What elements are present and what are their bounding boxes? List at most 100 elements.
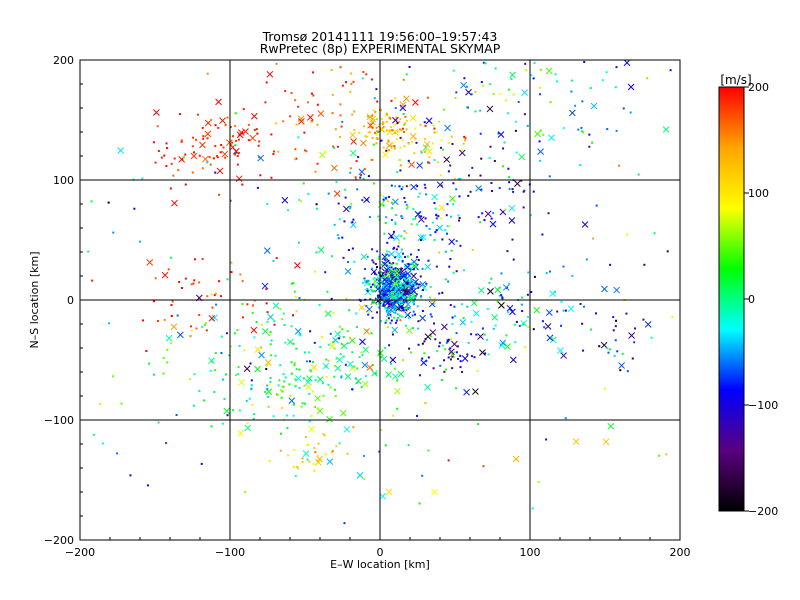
dot-point: [205, 329, 208, 332]
dot-point: [512, 93, 515, 96]
cross-point: [514, 180, 521, 188]
dot-point: [466, 305, 469, 308]
dot-point: [467, 194, 470, 197]
dot-point: [464, 139, 467, 142]
dot-point: [470, 93, 473, 96]
dot-point: [391, 276, 394, 279]
dot-point: [275, 62, 278, 65]
dot-point: [369, 298, 372, 301]
dot-point: [421, 357, 424, 360]
dot-point: [532, 328, 535, 331]
dot-point: [404, 265, 407, 268]
dot-point: [435, 229, 438, 232]
dot-point: [239, 273, 242, 276]
dot-point: [421, 342, 424, 345]
cross-point: [429, 297, 437, 305]
dot-point: [411, 140, 414, 143]
dot-point: [308, 420, 311, 423]
dot-point: [397, 281, 400, 284]
dot-point: [363, 167, 366, 170]
dot-point: [418, 283, 421, 286]
dot-point: [313, 469, 316, 472]
dot-point: [372, 290, 375, 293]
cross-point: [390, 301, 398, 308]
dot-point: [355, 312, 358, 315]
dot-point: [425, 282, 428, 285]
dot-point: [317, 442, 320, 445]
dot-point: [180, 139, 183, 142]
dot-point: [293, 290, 296, 293]
dot-point: [154, 277, 157, 280]
dot-point: [423, 352, 426, 355]
dot-point: [401, 138, 404, 141]
dot-point: [498, 294, 501, 297]
dot-point: [615, 66, 618, 69]
dot-point: [448, 225, 451, 228]
dot-point: [266, 384, 269, 387]
dot-point: [591, 237, 594, 240]
dot-point: [180, 140, 183, 143]
dot-point: [238, 151, 241, 154]
dot-point: [338, 136, 341, 139]
cross-point: [470, 299, 478, 307]
dot-point: [206, 72, 209, 75]
dot-point: [471, 248, 474, 251]
dot-point: [333, 388, 336, 391]
dot-point: [371, 158, 374, 161]
dot-point: [471, 166, 474, 169]
dot-point: [234, 125, 237, 128]
dot-point: [402, 127, 405, 130]
cross-point: [544, 323, 552, 330]
dot-point: [616, 350, 619, 353]
dot-point: [381, 296, 384, 299]
cross-point: [385, 371, 392, 378]
cross-point: [235, 175, 243, 183]
dot-point: [612, 316, 615, 319]
dot-point: [253, 336, 256, 339]
dot-point: [452, 271, 455, 274]
dot-point: [385, 112, 388, 115]
dot-point: [260, 323, 263, 326]
dot-point: [399, 292, 402, 295]
cross-point: [518, 153, 526, 161]
dot-point: [366, 135, 369, 138]
dot-point: [585, 258, 588, 261]
dot-point: [609, 348, 612, 351]
dot-point: [387, 139, 390, 142]
dot-point: [526, 293, 529, 296]
dot-point: [361, 354, 364, 357]
dot-point: [463, 135, 466, 138]
dot-point: [327, 383, 330, 386]
dot-point: [354, 176, 357, 179]
dot-point: [401, 216, 404, 219]
dot-point: [403, 237, 406, 240]
dot-point: [301, 457, 304, 460]
dot-point: [404, 122, 407, 125]
dot-point: [87, 250, 90, 253]
dot-point: [314, 451, 317, 454]
dot-point: [507, 311, 510, 314]
dot-point: [346, 260, 349, 263]
dot-point: [390, 99, 393, 102]
dot-point: [581, 100, 584, 103]
dot-point: [184, 183, 187, 186]
cross-point: [346, 360, 354, 368]
dot-point: [370, 332, 373, 335]
dot-point: [373, 289, 376, 292]
dot-point: [294, 474, 297, 477]
dot-point: [351, 351, 354, 354]
dot-point: [399, 164, 402, 167]
dot-point: [374, 285, 377, 288]
dot-point: [488, 157, 491, 160]
cross-point: [261, 328, 269, 335]
dot-point: [229, 345, 232, 348]
dot-point: [433, 127, 436, 130]
dot-point: [455, 387, 458, 390]
dot-point: [391, 289, 394, 292]
dot-point: [435, 265, 438, 268]
dot-point: [210, 293, 213, 296]
cross-point: [204, 119, 212, 127]
dot-point: [532, 190, 535, 193]
dot-point: [270, 133, 273, 136]
cross-point: [243, 365, 251, 373]
